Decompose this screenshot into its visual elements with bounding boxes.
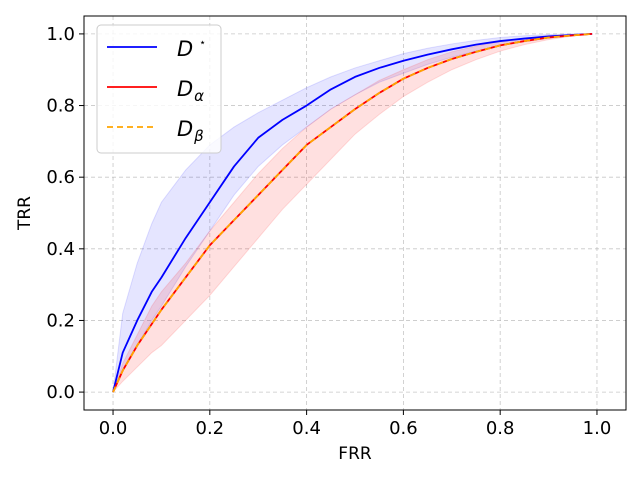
grid (84, 16, 626, 410)
y-tick-label: 0.8 (46, 96, 75, 117)
x-tick-label: 0.2 (196, 418, 225, 439)
legend-box (96, 24, 222, 154)
x-tick-label: 0.6 (389, 418, 418, 439)
y-tick-label: 1.0 (46, 24, 75, 45)
series-lines (112, 33, 593, 393)
x-tick-label: 0.4 (292, 418, 321, 439)
y-tick-label: 0.0 (46, 382, 75, 403)
y-tick-label: 0.2 (46, 310, 75, 331)
series-line (112, 33, 593, 393)
x-tick-label: 1.0 (583, 418, 612, 439)
y-axis-label: TRR (15, 196, 35, 231)
x-tick-label: 0.0 (99, 418, 128, 439)
x-tick-label: 0.8 (486, 418, 515, 439)
x-axis-label: FRR (338, 444, 372, 464)
y-tick-label: 0.6 (46, 167, 75, 188)
series-line (112, 33, 593, 393)
axis-ticks: 0.0 0.2 0.4 0.6 0.8 1.0 0.0 0.2 0.4 0.6 0.8 1.0 (46, 24, 611, 439)
y-tick-label: 0.4 (46, 239, 75, 260)
plot-frame (83, 15, 627, 411)
